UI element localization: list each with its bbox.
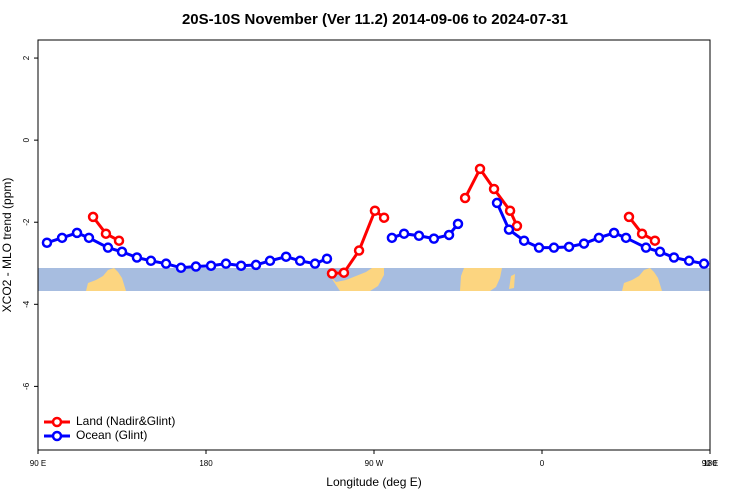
data-point bbox=[100, 228, 112, 239]
data-point bbox=[235, 260, 247, 271]
data-point bbox=[175, 262, 187, 274]
data-point bbox=[338, 267, 350, 278]
legend-swatch-marker bbox=[51, 416, 63, 428]
data-point bbox=[102, 242, 114, 253]
y-axis-label: XCO2 - MLO trend (ppm) bbox=[0, 178, 14, 313]
data-point bbox=[326, 268, 338, 279]
data-point bbox=[428, 233, 440, 244]
data-point bbox=[264, 255, 276, 267]
data-point bbox=[220, 258, 232, 269]
series bbox=[87, 163, 661, 279]
x-tick-label: 0 bbox=[540, 459, 545, 468]
data-point bbox=[353, 245, 365, 256]
data-point bbox=[640, 242, 652, 253]
x-tick-label: 180 bbox=[199, 459, 213, 468]
data-point bbox=[398, 228, 410, 239]
data-point bbox=[459, 192, 471, 204]
series bbox=[41, 197, 710, 274]
data-point bbox=[649, 235, 661, 246]
data-point bbox=[378, 212, 390, 223]
data-point bbox=[578, 238, 590, 249]
data-point bbox=[452, 218, 464, 230]
y-tick-label: -4 bbox=[22, 300, 31, 308]
data-point bbox=[56, 232, 68, 244]
data-point bbox=[636, 228, 648, 239]
series-line bbox=[91, 165, 656, 276]
data-point bbox=[280, 251, 292, 262]
data-point bbox=[160, 258, 172, 269]
data-point bbox=[548, 242, 560, 253]
data-point bbox=[250, 259, 262, 271]
land-australia-repeat bbox=[622, 268, 662, 291]
x-tick-label: 90 W bbox=[365, 459, 384, 468]
legend-swatch-marker bbox=[51, 430, 63, 442]
x-tick-label: 90 E bbox=[702, 459, 718, 468]
x-axis-label: Longitude (deg E) bbox=[326, 475, 421, 489]
land-sea-strip bbox=[38, 268, 710, 291]
data-point bbox=[113, 235, 125, 246]
data-point bbox=[87, 211, 99, 223]
y-tick-label: 0 bbox=[22, 137, 31, 142]
data-point bbox=[131, 252, 143, 263]
data-point bbox=[443, 229, 455, 241]
legend-label: Ocean (Glint) bbox=[76, 428, 147, 442]
y-tick-label: 2 bbox=[22, 55, 31, 60]
data-point bbox=[145, 255, 157, 267]
data-point bbox=[518, 235, 530, 246]
data-point bbox=[321, 253, 333, 264]
data-point bbox=[41, 237, 53, 248]
data-point bbox=[71, 227, 83, 239]
data-point bbox=[668, 252, 680, 263]
data-point bbox=[294, 255, 306, 267]
data-point bbox=[369, 205, 381, 216]
data-point bbox=[83, 232, 95, 244]
data-point bbox=[190, 261, 202, 272]
data-point bbox=[503, 224, 515, 235]
y-tick-label: -2 bbox=[22, 218, 31, 226]
data-point bbox=[608, 227, 620, 239]
data-point bbox=[491, 197, 503, 209]
chart-title: 20S-10S November (Ver 11.2) 2014-09-06 t… bbox=[182, 11, 568, 28]
plot-frame bbox=[37, 39, 711, 451]
data-point bbox=[504, 205, 516, 216]
data-point bbox=[474, 163, 486, 175]
data-point bbox=[511, 220, 523, 232]
x-tick-label: 180 bbox=[703, 459, 717, 468]
data-point bbox=[654, 246, 666, 258]
land-madagascar bbox=[509, 274, 515, 289]
data-point bbox=[683, 255, 695, 267]
data-point bbox=[533, 242, 545, 253]
land-australia bbox=[86, 268, 126, 291]
land-south-america bbox=[330, 268, 384, 291]
legend-label: Land (Nadir&Glint) bbox=[76, 414, 175, 428]
x-tick-label: 90 E bbox=[30, 459, 46, 468]
land-africa bbox=[460, 268, 502, 291]
data-point bbox=[698, 258, 710, 269]
data-point bbox=[488, 183, 500, 195]
data-point bbox=[563, 241, 575, 253]
data-point bbox=[623, 211, 635, 223]
data-point bbox=[593, 232, 605, 244]
data-point bbox=[386, 232, 398, 244]
data-point bbox=[309, 258, 321, 269]
data-point bbox=[620, 232, 632, 244]
y-tick-label: -6 bbox=[22, 382, 31, 390]
data-point bbox=[116, 246, 128, 258]
data-point bbox=[413, 230, 425, 242]
data-point bbox=[205, 260, 217, 271]
